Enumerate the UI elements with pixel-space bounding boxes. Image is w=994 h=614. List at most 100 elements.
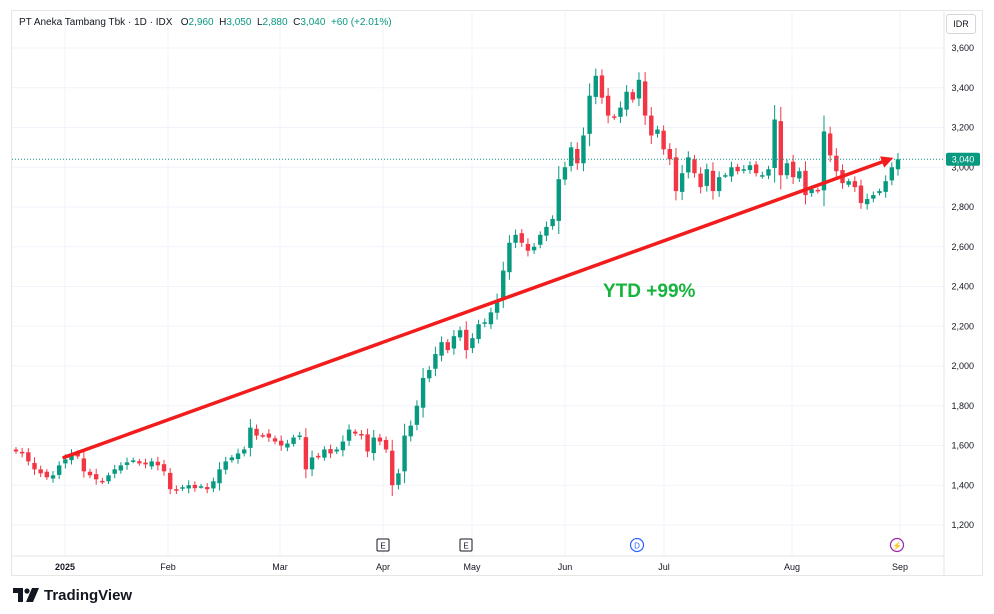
candle-body	[889, 167, 895, 181]
candle-body	[353, 431, 358, 434]
candle-body	[87, 471, 93, 476]
candle-body	[272, 438, 278, 442]
candle-body	[266, 433, 272, 438]
candle-body	[877, 191, 882, 194]
x-tick-label: 2025	[55, 562, 75, 572]
candle-body	[316, 455, 321, 458]
y-tick-label: 2,000	[951, 361, 974, 371]
candle-body	[106, 475, 111, 482]
candles	[13, 68, 901, 497]
x-tick-label: Feb	[160, 562, 176, 572]
candle-body	[235, 453, 241, 460]
candle-body	[482, 322, 487, 324]
candle-body	[507, 242, 512, 273]
gridlines	[12, 12, 944, 556]
ytd-annotation: YTD +99%	[62, 156, 894, 460]
candle-body	[476, 324, 481, 339]
ytd-arrow-head	[880, 156, 894, 168]
candle-body	[186, 485, 191, 489]
event-markers: E E D ⚡	[376, 537, 905, 553]
candle-body	[550, 218, 555, 227]
candle-body	[414, 405, 420, 425]
candle-body	[328, 449, 333, 454]
event-marker-label: ⚡	[892, 541, 902, 551]
candle-body	[198, 486, 204, 488]
y-tick-label: 3,600	[951, 43, 974, 53]
candle-body	[26, 452, 31, 462]
candle-body	[704, 169, 709, 186]
y-tick-label: 2,800	[951, 202, 974, 212]
candle-body	[741, 169, 747, 171]
candle-body	[710, 170, 716, 192]
candle-body	[75, 452, 80, 457]
candle-body	[735, 166, 740, 172]
candle-body	[112, 469, 117, 474]
candle-body	[846, 181, 851, 185]
candle-body	[260, 435, 265, 437]
y-tick-label: 1,400	[951, 480, 974, 490]
candle-body	[827, 133, 833, 156]
time-axis: 2025 Feb Mar Apr May Jun Jul Aug Sep	[12, 555, 944, 572]
candle-body	[815, 189, 821, 192]
candle-body	[69, 453, 74, 461]
y-tick-label: 3,400	[951, 83, 974, 93]
candle-body	[531, 246, 537, 251]
candle-body	[587, 95, 592, 134]
candle-body	[130, 460, 136, 462]
candle-body	[420, 377, 426, 408]
candle-body	[692, 159, 697, 174]
candle-body	[599, 75, 605, 98]
candle-body	[19, 451, 25, 454]
candle-body	[686, 157, 691, 173]
earnings-marker	[459, 538, 473, 552]
candle-body	[377, 437, 383, 442]
ytd-label: YTD +99%	[603, 281, 696, 302]
candle-body	[852, 181, 858, 188]
currency-button[interactable]: IDR	[946, 14, 976, 34]
candle-body	[118, 465, 124, 471]
candle-body	[433, 354, 438, 369]
candle-body	[439, 342, 444, 356]
candle-body	[451, 336, 457, 349]
candle-body	[32, 462, 37, 470]
candle-body	[180, 487, 185, 489]
high-value: 3,050	[226, 17, 252, 28]
candle-body	[217, 469, 222, 484]
y-tick-label: 2,200	[951, 321, 974, 331]
candle-body	[581, 135, 586, 164]
change-value: +60 (+2.01%)	[330, 17, 392, 28]
candle-body	[667, 148, 672, 160]
candle-body	[445, 342, 450, 351]
candle-body	[174, 489, 179, 491]
last-price-tag-label: 3,040	[952, 154, 975, 164]
candle-body	[525, 243, 531, 251]
candle-body	[649, 115, 654, 136]
candle-body	[864, 199, 870, 205]
earnings-marker	[376, 538, 390, 552]
candle-body	[38, 469, 43, 474]
candle-body	[488, 312, 494, 325]
candle-body	[124, 462, 130, 465]
candle-body	[242, 449, 247, 454]
candle-body	[575, 148, 580, 164]
candle-body	[723, 175, 728, 177]
last-price-tag-bg	[946, 152, 980, 166]
y-tick-label: 2,600	[951, 242, 974, 252]
tradingview-logo[interactable]: TradingView	[13, 586, 132, 604]
candle-body	[790, 161, 796, 178]
x-tick-label: Sep	[892, 562, 908, 572]
y-tick-label: 3,200	[951, 123, 974, 133]
candle-body	[679, 173, 685, 192]
candle-body	[612, 116, 617, 118]
candle-body	[56, 465, 62, 475]
open-label: O	[180, 17, 189, 28]
candle-body	[871, 195, 876, 199]
candle-body	[291, 437, 296, 444]
candle-body	[205, 487, 210, 490]
y-tick-label: 1,800	[951, 401, 974, 411]
candle-body	[322, 449, 327, 458]
candle-body	[81, 458, 87, 472]
candle-body	[784, 163, 790, 176]
candle-body	[803, 170, 808, 196]
